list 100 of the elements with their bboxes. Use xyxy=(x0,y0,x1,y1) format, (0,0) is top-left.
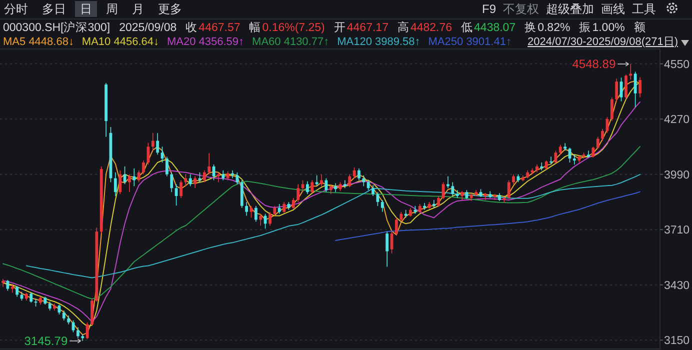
candlestick xyxy=(540,162,544,171)
candlestick xyxy=(348,174,352,188)
candlestick xyxy=(128,174,131,192)
y-tick-label: 3710 xyxy=(664,224,690,237)
candlestick xyxy=(380,200,384,212)
candlestick xyxy=(634,71,637,108)
candlestick xyxy=(222,170,225,181)
text: 4467.17 xyxy=(346,22,388,34)
candlestick xyxy=(550,156,552,165)
candlestick xyxy=(564,142,567,152)
line-series xyxy=(26,174,640,278)
candlestick xyxy=(90,298,94,326)
candlestick xyxy=(596,136,600,150)
candlestick xyxy=(76,326,80,339)
candlestick xyxy=(320,174,323,187)
text: 振 xyxy=(579,21,592,34)
candlestick xyxy=(362,174,366,187)
candlestick xyxy=(6,280,10,292)
text: 画线 xyxy=(601,2,625,16)
candlestick xyxy=(146,142,150,165)
candlestick xyxy=(624,74,628,100)
text: 1.00% xyxy=(592,22,625,34)
text: 低 xyxy=(461,21,474,34)
text: 不复权 xyxy=(503,2,539,16)
text: 4482.76 xyxy=(410,22,452,34)
candlestick xyxy=(437,196,440,208)
candlestick xyxy=(194,176,196,189)
candlestick xyxy=(386,231,389,268)
annotation: 4548.89 xyxy=(572,57,616,72)
text: 开 xyxy=(334,21,346,34)
candlestick xyxy=(329,184,332,194)
candlestick xyxy=(10,284,14,294)
candlestick xyxy=(400,211,403,222)
candlestick xyxy=(180,180,182,198)
text: 日 xyxy=(80,2,92,16)
text: 额 xyxy=(634,20,646,34)
text: 多日 xyxy=(42,2,66,16)
candlestick xyxy=(170,172,174,192)
text: 0.16%(7.25) xyxy=(262,22,326,34)
candlestick xyxy=(587,150,590,158)
candlestick xyxy=(81,334,84,342)
candlestick xyxy=(231,170,234,179)
candlestick xyxy=(601,128,604,142)
text: 000300.SH[沪深300] xyxy=(3,20,110,34)
candlestick xyxy=(432,200,436,208)
candlestick xyxy=(592,146,595,158)
candlestick xyxy=(2,278,4,288)
candlestick xyxy=(273,206,276,216)
candlestick xyxy=(572,154,576,165)
text: 0.82% xyxy=(538,22,570,34)
text: 换 xyxy=(524,21,537,34)
text: 幅 xyxy=(249,21,262,34)
candlestick xyxy=(156,132,160,155)
candlestick xyxy=(202,170,206,183)
text: MA120 3989.58↑ xyxy=(337,36,420,48)
candlestick xyxy=(278,204,281,214)
text: MA60 4130.77↑ xyxy=(252,36,330,48)
candlestick xyxy=(240,180,244,208)
candlestick xyxy=(372,184,374,196)
annotation: 3145.79 xyxy=(24,334,68,348)
text: 超级叠加 xyxy=(546,2,594,16)
candlestick xyxy=(62,310,66,321)
text: 工具 xyxy=(632,2,656,16)
candlestick xyxy=(358,168,360,181)
text: MA10 4456.64↓ xyxy=(82,36,159,48)
candlestick xyxy=(512,174,515,185)
candlestick xyxy=(306,180,309,194)
candlestick xyxy=(208,152,211,175)
candlestick xyxy=(245,202,248,216)
candlestick xyxy=(188,174,192,187)
candlestick xyxy=(629,64,632,80)
candlestick xyxy=(268,211,272,226)
candlestick xyxy=(16,285,19,298)
candlestick xyxy=(615,78,618,102)
text: 2025/09/08 xyxy=(119,22,177,34)
candlestick xyxy=(610,96,614,122)
candlestick xyxy=(184,174,188,187)
candlestick xyxy=(165,156,168,177)
text: F9 xyxy=(482,2,496,16)
candlestick xyxy=(282,202,286,214)
text: 月 xyxy=(132,2,144,16)
line-series xyxy=(2,146,640,300)
candlestick xyxy=(558,144,562,155)
text: 4438.07 xyxy=(474,22,516,34)
candlestick xyxy=(236,172,239,185)
line-series xyxy=(335,191,640,241)
candlestick xyxy=(292,198,295,210)
candlestick xyxy=(137,170,140,183)
candlestick xyxy=(484,192,487,200)
candlestick xyxy=(394,217,398,236)
candlestick xyxy=(310,180,314,194)
candlestick xyxy=(132,168,136,187)
text: 2024/07/30-2025/09/08(271日) xyxy=(528,36,678,48)
text: 周 xyxy=(106,2,118,16)
text: MA5 4448.68↓ xyxy=(3,36,74,48)
candlestick xyxy=(142,160,145,175)
candlestick xyxy=(507,180,510,200)
candlestick xyxy=(30,292,33,304)
y-tick-label: 3150 xyxy=(664,335,690,348)
candlestick xyxy=(296,184,300,202)
